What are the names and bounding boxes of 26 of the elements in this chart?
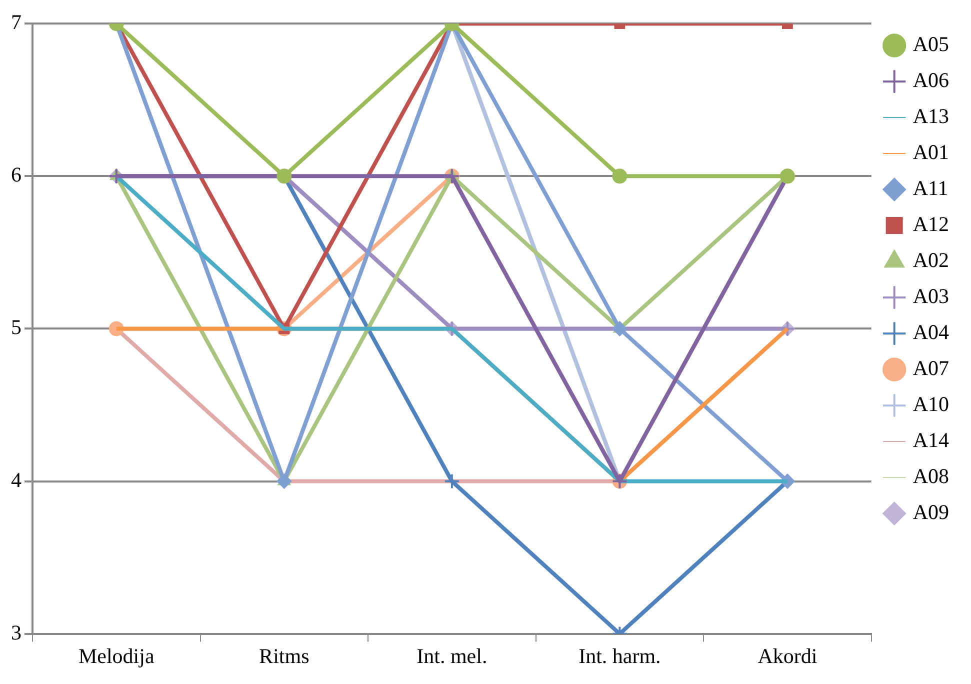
- legend-label: A14: [912, 428, 950, 452]
- legend-label: A08: [912, 464, 950, 488]
- y-tick-label: 3: [11, 620, 22, 644]
- legend-label: A10: [912, 392, 950, 416]
- point: [612, 168, 628, 184]
- y-tick-label: 7: [11, 10, 22, 34]
- legend-label: A01: [912, 140, 950, 164]
- legend-label: A03: [912, 284, 950, 308]
- point: [444, 473, 460, 490]
- legend-label: A04: [912, 320, 950, 344]
- x-tick-label: Int. mel.: [416, 644, 488, 668]
- legend-label: A13: [912, 104, 950, 128]
- x-tick-label: Akordi: [758, 644, 818, 668]
- x-tick-label: Melodija: [78, 644, 155, 668]
- legend-label: A06: [912, 68, 950, 92]
- legend-label: A02: [912, 248, 950, 272]
- legend-label: A11: [912, 176, 948, 200]
- legend-label: A09: [912, 500, 950, 524]
- y-tick-label: 5: [11, 315, 22, 340]
- x-tick-label: Ritms: [259, 644, 310, 668]
- y-tick-label: 6: [11, 162, 22, 187]
- legend-label: A05: [912, 32, 950, 56]
- x-tick-label: Int. harm.: [578, 644, 661, 668]
- y-tick-label: 4: [11, 468, 22, 492]
- legend-label: A07: [912, 356, 950, 380]
- legend-label: A12: [912, 212, 950, 236]
